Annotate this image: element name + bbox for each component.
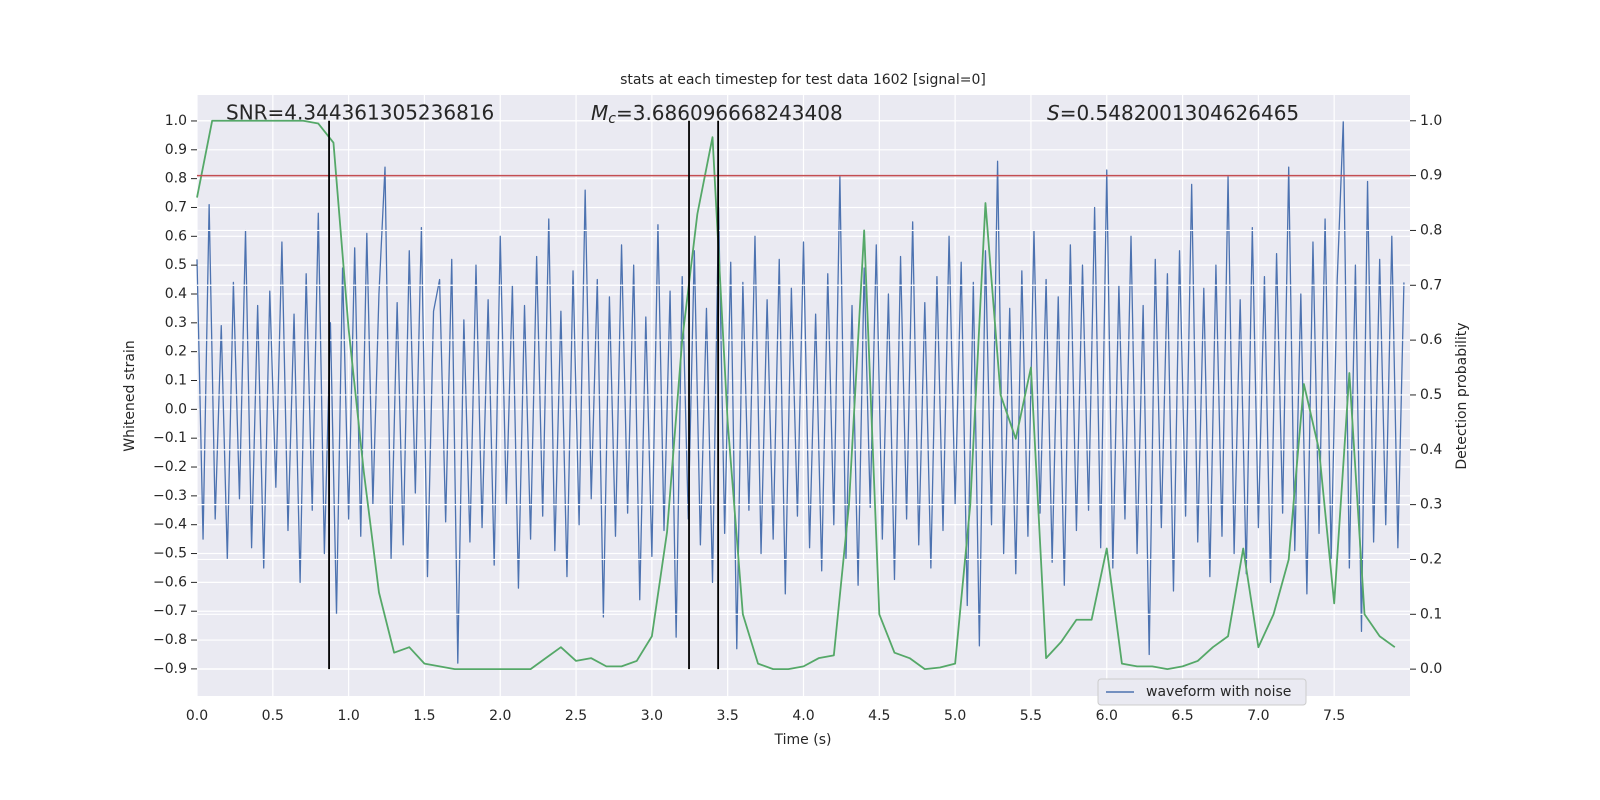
- x-tick-label: 5.5: [1020, 708, 1042, 724]
- x-tick-label: 7.5: [1323, 708, 1345, 724]
- y-tick-label: 0.9: [165, 142, 187, 158]
- y-tick-label: 0.4: [165, 286, 187, 302]
- annotation: SNR=4.344361305236816: [226, 101, 494, 125]
- x-tick-label: 3.5: [717, 708, 739, 724]
- y2-tick-label: 0.9: [1420, 168, 1442, 184]
- y2-tick-label: 0.4: [1420, 442, 1442, 458]
- y-tick-label: 0.8: [165, 171, 187, 187]
- series-line: [196, 119, 1396, 671]
- x-tick-label: 0.0: [186, 708, 208, 724]
- x-tick-label: 2.0: [489, 708, 511, 724]
- x-tick-label: 3.0: [641, 708, 663, 724]
- x-tick-label: 2.5: [565, 708, 587, 724]
- x-tick-label: 5.0: [944, 708, 966, 724]
- x-axis-label: Time (s): [774, 732, 832, 748]
- annotation-text: =0.5482001304626465: [1060, 101, 1299, 125]
- y-tick-label: −0.6: [153, 574, 187, 590]
- annotation-symbol: M: [591, 101, 608, 125]
- x-tick-label: 4.0: [792, 708, 814, 724]
- annotation: Mc=3.686096668243408: [591, 101, 843, 128]
- y-tick-label: 0.6: [165, 228, 187, 244]
- chart-title: stats at each timestep for test data 160…: [620, 72, 986, 88]
- y-tick-label: −0.5: [153, 546, 187, 562]
- y2-tick-label: 0.6: [1420, 332, 1442, 348]
- x-tick-label: 0.5: [262, 708, 284, 724]
- y2-tick-label: 0.1: [1420, 606, 1442, 622]
- legend-label: waveform with noise: [1146, 684, 1291, 700]
- y2-axis-label: Detection probability: [1454, 322, 1470, 469]
- x-tick-label: 6.0: [1096, 708, 1118, 724]
- legend: waveform with noise: [1097, 678, 1307, 706]
- y-tick-label: −0.2: [153, 459, 187, 475]
- x-tick-label: 6.5: [1171, 708, 1193, 724]
- y-tick-label: 0.1: [165, 373, 187, 389]
- y-axis-label: Whitened strain: [122, 340, 138, 451]
- x-tick-label: 4.5: [868, 708, 890, 724]
- y-tick-label: −0.3: [153, 488, 187, 504]
- y2-tick-label: 0.5: [1420, 387, 1442, 403]
- series-line: [196, 120, 1405, 664]
- y2-tick-label: 0.3: [1420, 497, 1442, 513]
- annotation-text: =3.686096668243408: [616, 101, 843, 125]
- y2-tick-label: 1.0: [1420, 113, 1442, 129]
- x-tick-label: 1.5: [413, 708, 435, 724]
- over-layer: [196, 119, 1410, 671]
- y-tick-label: 0.2: [165, 344, 187, 360]
- y-tick-label: −0.4: [153, 517, 187, 533]
- y2-tick-label: 0.2: [1420, 551, 1442, 567]
- annotation-subscript: c: [608, 111, 616, 127]
- y2-tick-label: 0.0: [1420, 661, 1442, 677]
- x-tick-label: 7.0: [1247, 708, 1269, 724]
- y-tick-label: −0.9: [153, 661, 187, 677]
- y-tick-label: 0.3: [165, 315, 187, 331]
- annotation-symbol: S: [1047, 101, 1060, 125]
- legend-box: [1097, 678, 1307, 706]
- x-tick-label: 1.0: [337, 708, 359, 724]
- y-tick-label: 0.5: [165, 257, 187, 273]
- y-tick-label: −0.7: [153, 603, 187, 619]
- y-tick-label: −0.8: [153, 632, 187, 648]
- y-tick-label: 1.0: [165, 113, 187, 129]
- y-tick-label: −0.1: [153, 430, 187, 446]
- y2-tick-label: 0.7: [1420, 277, 1442, 293]
- annotation: S=0.5482001304626465: [1047, 101, 1299, 125]
- y-tick-label: 0.0: [165, 401, 187, 417]
- y-tick-label: 0.7: [165, 199, 187, 215]
- y2-tick-label: 0.8: [1420, 222, 1442, 238]
